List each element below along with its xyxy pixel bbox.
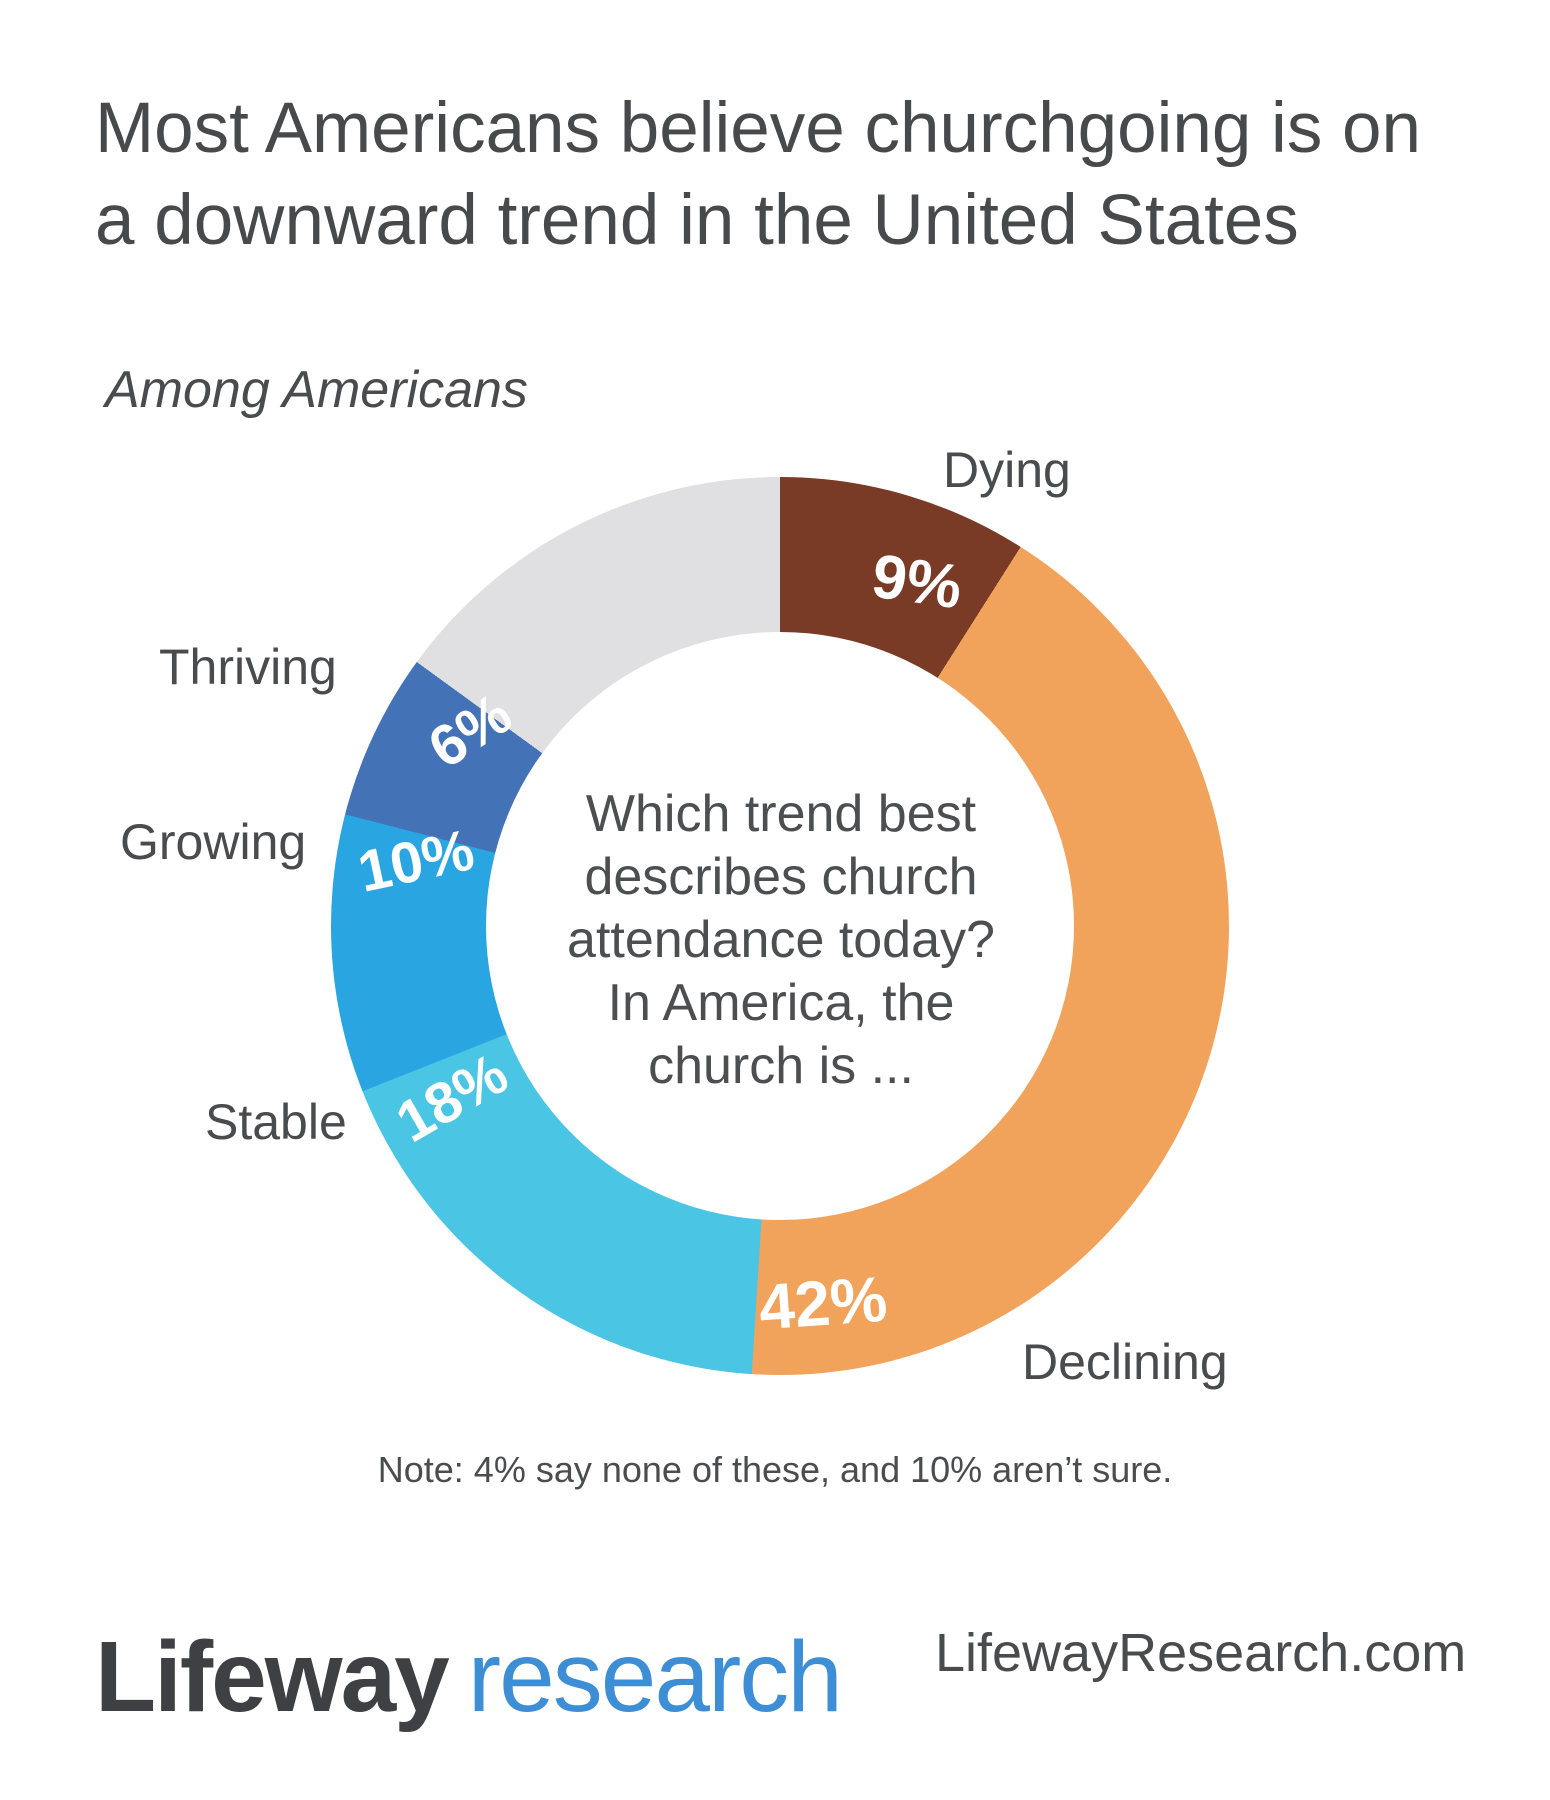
slice-label-thriving: Thriving bbox=[159, 639, 337, 695]
pct-label-dying: 9% bbox=[867, 541, 967, 623]
pct-label-thriving: 6% bbox=[417, 680, 523, 782]
footnote: Note: 4% say none of these, and 10% aren… bbox=[377, 1449, 1173, 1490]
slice-label-growing: Growing bbox=[120, 814, 307, 870]
center-question-line: In America, the bbox=[607, 974, 955, 1032]
center-question-line: church is ... bbox=[648, 1037, 914, 1095]
page-title-line-2: a downward trend in the United States bbox=[95, 181, 1299, 260]
lifeway-research-logo: Lifeway research bbox=[95, 1620, 843, 1735]
chart-subtitle: Among Americans bbox=[105, 361, 528, 419]
center-question-line: describes church bbox=[584, 848, 978, 906]
slice-label-stable: Stable bbox=[205, 1094, 347, 1150]
donut-chart: 9% 42% 18% 10% 6% Which trend best descr… bbox=[331, 477, 1229, 1375]
pct-label-declining: 42% bbox=[756, 1262, 890, 1344]
center-question: Which trend best describes church attend… bbox=[481, 783, 1081, 1098]
pct-label-growing: 10% bbox=[352, 817, 480, 905]
donut-hole: Which trend best describes church attend… bbox=[486, 632, 1074, 1220]
page-title-line-1: Most Americans believe churchgoing is on bbox=[95, 89, 1422, 168]
slice-label-declining: Declining bbox=[1022, 1334, 1228, 1390]
center-question-line: attendance today? bbox=[567, 911, 995, 969]
website-url: LifewayResearch.com bbox=[935, 1623, 1467, 1683]
logo-wordmark-research: research bbox=[467, 1621, 843, 1733]
slice-label-dying: Dying bbox=[943, 442, 1071, 498]
center-question-line: Which trend best bbox=[585, 785, 977, 843]
logo-wordmark-lifeway: Lifeway bbox=[95, 1621, 450, 1733]
page-title: Most Americans believe churchgoing is on… bbox=[95, 83, 1495, 267]
